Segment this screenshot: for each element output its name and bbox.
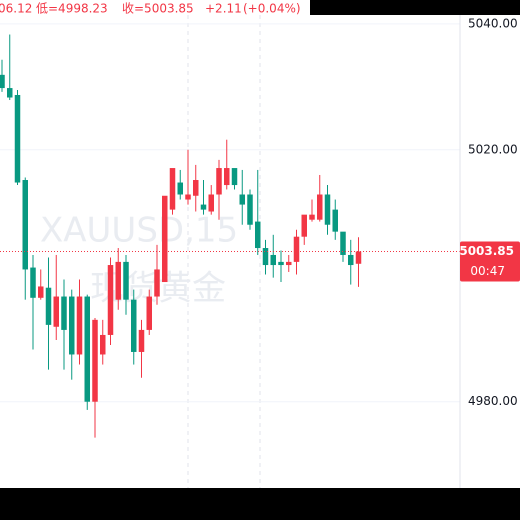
header-item: +2.11 [205,2,242,16]
candle-body [138,329,145,352]
candle-body [293,236,300,262]
candle-body [200,204,207,210]
candle-body [216,168,222,195]
candle-body [340,231,346,255]
candle-body [61,296,67,330]
last-price-label: 5003.85 [459,244,514,258]
candle-body [177,182,183,195]
last-price-box [460,241,520,282]
candle-body [286,261,292,266]
grid [0,23,460,403]
top-bar [310,0,520,15]
candle-body [84,296,90,402]
countdown: 00:47 [470,264,505,278]
candle-body [262,248,269,266]
candle-body [185,194,191,200]
candle-body [154,269,160,297]
y-tick-label: 4980.00 [468,394,518,408]
watermark-symbol: XAUUSD,15 [40,211,238,251]
header-item: (+0.04%) [243,2,301,16]
candle-body [92,319,98,402]
candle-body [30,267,36,298]
candle-body [0,74,5,89]
watermark: XAUUSD,15现货黄金 [40,211,238,309]
header: 06.12 低=4998.23 收=5003.85 +2.11 (+0.04%) [0,2,301,16]
candle-body [324,194,331,225]
candle-body [69,296,75,355]
candle-body [348,254,354,266]
candle-body [7,88,13,98]
candle-body [301,214,307,237]
price-axis: 5040.00 5020.00 4980.00 5003.85 00:47 [459,16,520,408]
candle-body [355,251,362,264]
candle-body [162,195,168,283]
candles [0,34,460,438]
candle-body [53,296,59,327]
candle-body [146,296,152,330]
candle-body [278,261,284,266]
candle-body [332,209,338,232]
candle-body [270,254,276,266]
candle-body [107,265,114,335]
candle-body [123,261,129,300]
candle-body [239,194,245,205]
candle-body [131,299,137,352]
header-item: 06.12 [0,2,32,16]
candle-body [193,180,199,196]
candle-body [100,334,106,355]
bottom-bar [0,488,520,520]
candle-body [76,296,83,355]
candle-body [317,194,323,220]
candle-body [45,287,52,325]
candle-body [208,194,214,212]
y-tick-label: 5040.00 [468,16,518,30]
candle-body [224,168,230,186]
header-bg [0,0,310,15]
candle-body [247,194,253,225]
candle-body [231,168,238,186]
candle-body [255,221,261,249]
header-item: 低=4998.23 [36,2,108,16]
candle-body [115,261,121,300]
candle-body [22,180,28,270]
candle-body [169,168,176,210]
candle-body [38,286,44,298]
header-item: 收=5003.85 [122,2,194,16]
y-tick-label: 5020.00 [468,142,518,156]
candle-body [14,94,21,183]
candle-body [309,214,315,220]
